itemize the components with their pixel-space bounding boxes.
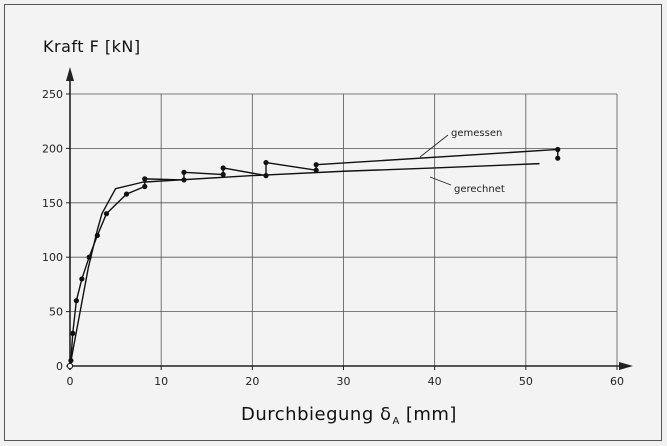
series [66,146,561,370]
tick-labels: 0 10 20 30 40 50 60 0 50 100 150 200 250 [42,88,624,388]
series-gerechnet [69,162,540,367]
x-axis-title: Durchbiegung δA [mm] [241,404,457,427]
chart-frame: 0 10 20 30 40 50 60 0 50 100 150 200 250 gemessen ge… [4,4,662,441]
point-gemessen-8 [123,191,130,197]
x-tick-label-5: 50 [519,375,533,388]
x-tick-label-1: 10 [154,375,168,388]
series-gemessen [67,146,561,369]
point-gemessen-20 [555,155,561,161]
x-tick-label-6: 60 [610,375,624,388]
label-gerechnet: gerechnet [454,184,505,195]
y-axis-title: Kraft F [kN] [43,37,141,56]
point-gemessen-18 [313,162,319,168]
axes [66,67,633,370]
leader-line-gerechnet [429,176,452,186]
chart-svg: 0 10 20 30 40 50 60 0 50 100 150 200 250 gemessen ge… [42,67,633,388]
point-gemessen-3 [73,298,79,304]
leader-line-gemessen [419,134,449,158]
y-axis-arrow [66,67,74,81]
point-gemessen-14 [220,165,226,171]
point-gemessen-16 [263,159,269,166]
x-tick-label-3: 30 [337,375,351,388]
point-gemessen-2 [70,330,76,336]
y-tick-label-0: 0 [56,360,63,373]
point-gemessen-13 [220,171,226,178]
x-axis-arrow [619,362,633,370]
series-line-gerechnet [69,162,540,367]
y-tick-label-3: 150 [42,197,63,210]
x-axis-title-subscript: A [392,416,400,427]
y-tick-label-1: 50 [49,306,63,319]
y-tick-label-4: 200 [42,142,63,155]
y-tick-label-2: 100 [42,251,63,264]
x-axis-title-unit: [mm] [405,404,457,425]
origin-marker [66,362,74,370]
point-gemessen-17 [313,167,319,173]
x-tick-label-0: 0 [67,375,74,388]
x-tick-label-4: 40 [428,375,442,388]
point-gemessen-7 [103,211,110,217]
point-gemessen-9 [142,183,148,190]
point-gemessen-10 [142,176,148,182]
point-gemessen-4 [79,276,85,282]
point-gemessen-19 [555,146,561,153]
annotations: gemessen gerechnet [419,128,505,195]
x-tick-label-2: 20 [245,375,259,388]
grid [70,93,618,366]
y-tick-label-5: 250 [42,88,63,101]
point-gemessen-12 [181,169,187,175]
label-gemessen: gemessen [451,128,502,139]
x-axis-title-main: Durchbiegung δ [241,404,392,425]
